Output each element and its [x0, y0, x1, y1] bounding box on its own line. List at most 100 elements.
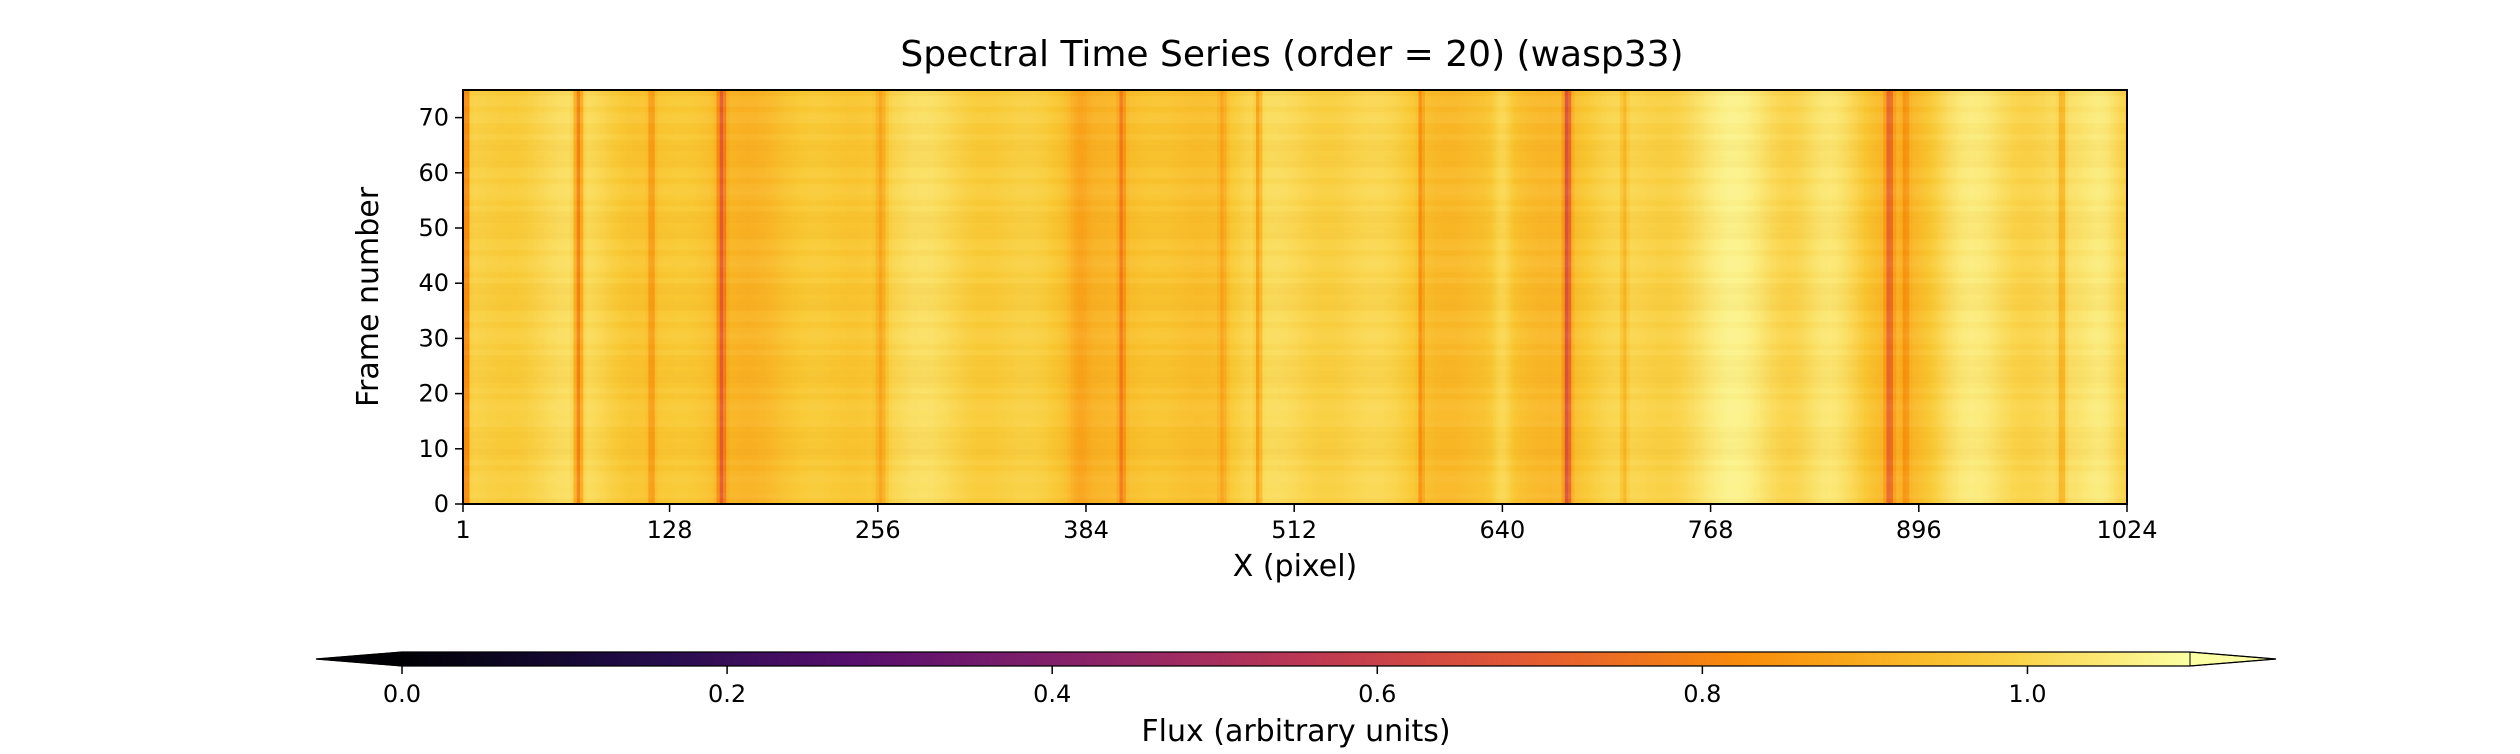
heatmap-column — [1779, 90, 1784, 504]
heatmap-column — [1941, 90, 1946, 504]
heatmap-column — [664, 90, 669, 504]
heatmap-column — [885, 90, 890, 504]
heatmap-column — [1096, 90, 1101, 504]
heatmap-column — [1561, 90, 1566, 504]
frame-row — [463, 349, 2127, 356]
heatmap-column — [586, 90, 591, 504]
heatmap-column — [703, 90, 708, 504]
heatmap-column — [619, 90, 623, 504]
heatmap-column — [1516, 90, 1520, 504]
heatmap-column — [2058, 90, 2063, 504]
x-tick-label: 256 — [855, 516, 901, 544]
heatmap-column — [1330, 90, 1335, 504]
heatmap-column — [1077, 90, 1082, 504]
heatmap-column — [905, 90, 909, 504]
heatmap-column — [2104, 90, 2109, 504]
heatmap-column — [983, 90, 987, 504]
heatmap-column — [677, 90, 682, 504]
heatmap-column — [1711, 90, 1715, 504]
frame-row — [463, 233, 2127, 240]
heatmap-column — [752, 90, 757, 504]
heatmap-column — [713, 90, 718, 504]
heatmap-column — [1594, 90, 1598, 504]
heatmap-column — [1122, 90, 1127, 504]
heatmap-column — [1252, 90, 1257, 504]
heatmap-column — [1532, 90, 1537, 504]
heatmap-column — [1282, 90, 1286, 504]
y-tick-label: 50 — [418, 214, 449, 242]
heatmap-column — [1460, 90, 1465, 504]
heatmap-column — [1083, 90, 1088, 504]
heatmap-column — [583, 90, 588, 504]
heatmap-column — [515, 90, 519, 504]
heatmap-column — [1132, 90, 1137, 504]
heatmap-column — [1395, 90, 1400, 504]
heatmap-column — [2042, 90, 2047, 504]
heatmap-column — [479, 90, 484, 504]
heatmap-column — [1158, 90, 1163, 504]
heatmap-column — [1841, 90, 1845, 504]
heatmap-column — [1080, 90, 1085, 504]
frame-row — [463, 465, 2127, 471]
heatmap-column — [1772, 90, 1777, 504]
heatmap-column — [1113, 90, 1117, 504]
frame-row — [463, 399, 2127, 405]
frame-row — [463, 195, 2127, 201]
frame-row — [463, 256, 2127, 262]
heatmap-column — [1493, 90, 1498, 504]
heatmap-column — [2088, 90, 2092, 504]
heatmap-column — [853, 90, 857, 504]
heatmap-column — [921, 90, 926, 504]
heatmap-column — [846, 90, 851, 504]
heatmap-column — [1451, 90, 1455, 504]
heatmap-column — [1405, 90, 1410, 504]
heatmap-column — [1262, 90, 1267, 504]
heatmap-column — [1993, 90, 1998, 504]
heatmap-column — [2075, 90, 2079, 504]
heatmap-column — [1434, 90, 1439, 504]
heatmap-column — [563, 90, 568, 504]
heatmap-column — [1369, 90, 1374, 504]
heatmap-column — [1925, 90, 1930, 504]
heatmap-column — [1688, 90, 1693, 504]
heatmap-column — [1756, 90, 1761, 504]
heatmap-column — [1720, 90, 1725, 504]
heatmap-column — [901, 90, 906, 504]
frame-row — [463, 377, 2127, 383]
heatmap-column — [1564, 90, 1569, 504]
heatmap-column — [862, 90, 867, 504]
heatmap-column — [1698, 90, 1702, 504]
heatmap-column — [1854, 90, 1858, 504]
heatmap-column — [992, 90, 997, 504]
heatmap-column — [1873, 90, 1878, 504]
heatmap-column — [1090, 90, 1095, 504]
heatmap-column — [505, 90, 510, 504]
heatmap-column — [940, 90, 945, 504]
heatmap-column — [1093, 90, 1098, 504]
heatmap-column — [2110, 90, 2115, 504]
heatmap-column — [1811, 90, 1816, 504]
frame-row — [463, 267, 2127, 273]
plot-frame — [462, 89, 2128, 505]
heatmap-column — [947, 90, 952, 504]
heatmap-column — [1906, 90, 1910, 504]
heatmap-column — [528, 90, 532, 504]
heatmap-column — [765, 90, 770, 504]
heatmap-column — [1337, 90, 1342, 504]
y-tick-label: 70 — [418, 104, 449, 132]
heatmap-column — [1928, 90, 1933, 504]
heatmap-column — [1399, 90, 1403, 504]
colorbar-tick-label: 1.0 — [2008, 680, 2046, 708]
heatmap-column — [1665, 90, 1670, 504]
heatmap-column — [2006, 90, 2011, 504]
heatmap-column — [1870, 90, 1875, 504]
heatmap-column — [2010, 90, 2014, 504]
heatmap-column — [1876, 90, 1881, 504]
heatmap-column — [1496, 90, 1501, 504]
heatmap-column — [1473, 90, 1478, 504]
heatmap-column — [1590, 90, 1595, 504]
x-axis: 1 128 256 384 512 640 768 896 1024 — [455, 504, 2158, 544]
heatmap-column — [1915, 90, 1920, 504]
frame-row — [463, 305, 2127, 312]
heatmap-column — [651, 90, 656, 504]
